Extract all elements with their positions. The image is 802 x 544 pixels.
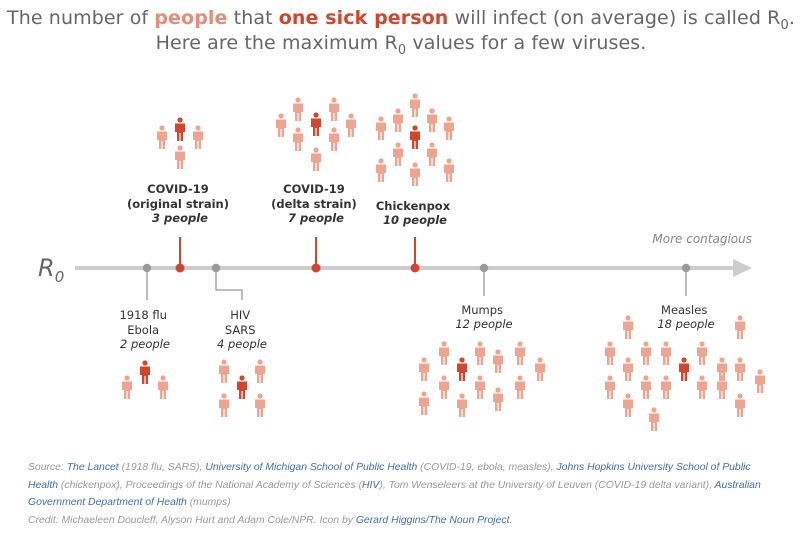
people-icons: [122, 93, 765, 431]
infected-person-icon: [346, 113, 356, 137]
infected-person-icon: [427, 108, 437, 132]
marker-chickenpox: [410, 263, 420, 273]
infected-person-icon: [623, 357, 633, 381]
infected-person-icon: [329, 127, 339, 151]
infected-person-icon: [329, 97, 339, 121]
infected-person-icon: [735, 357, 745, 381]
title-line-1: The number of people that one sick perso…: [7, 7, 795, 33]
infected-person-icon: [475, 341, 485, 365]
axis-label: R0: [38, 254, 64, 286]
r0-diagram: R0 More contagious COVID-19 (original st…: [38, 93, 765, 431]
infected-person-icon: [605, 341, 615, 365]
infected-person-icon: [661, 341, 671, 365]
infected-person-icon: [697, 341, 707, 365]
infected-person-icon: [493, 387, 503, 411]
infected-person-icon: [457, 393, 467, 417]
marker-hiv-sars: [211, 263, 221, 273]
infected-person-icon: [175, 145, 185, 169]
credit-note: Credit: Michaeleen Doucleff, Alyson Hurt…: [28, 515, 513, 526]
infected-person-icon: [717, 357, 727, 381]
label-chickenpox: Chickenpox 10 people: [376, 199, 454, 227]
source-link-lancet[interactable]: The Lancet: [66, 462, 119, 473]
sick-person-icon: [410, 125, 420, 149]
infected-person-icon: [515, 341, 525, 365]
infected-person-icon: [439, 341, 449, 365]
sick-person-icon: [311, 112, 321, 136]
leader-lines: [146, 237, 687, 300]
infected-person-icon: [376, 158, 386, 182]
infected-person-icon: [444, 116, 454, 140]
label-hiv-sars: HIV SARS 4 people: [217, 308, 267, 351]
label-mumps: Mumps 12 people: [455, 303, 512, 331]
axis-arrowhead: [733, 259, 752, 277]
infected-person-icon: [419, 357, 429, 381]
infected-person-icon: [755, 369, 765, 393]
infected-person-icon: [255, 359, 265, 383]
sick-person-icon: [237, 375, 247, 399]
source-link-hiv[interactable]: HIV: [362, 479, 380, 491]
infected-person-icon: [735, 393, 745, 417]
infected-person-icon: [535, 357, 545, 381]
infected-person-icon: [444, 158, 454, 182]
infected-person-icon: [641, 341, 651, 365]
infected-person-icon: [293, 127, 303, 151]
label-flu-ebola: 1918 flu Ebola 2 people: [119, 308, 170, 351]
infected-person-icon: [157, 125, 167, 149]
infected-person-icon: [623, 315, 633, 339]
marker-measles: [681, 263, 691, 273]
infected-person-icon: [311, 147, 321, 171]
infected-person-icon: [219, 359, 229, 383]
axis-markers: [142, 263, 691, 273]
infected-person-icon: [605, 375, 615, 399]
infected-person-icon: [493, 349, 503, 373]
infected-person-icon: [393, 108, 403, 132]
infected-person-icon: [419, 391, 429, 415]
infected-person-icon: [515, 375, 525, 399]
sick-person-icon: [679, 357, 689, 381]
infected-person-icon: [649, 407, 659, 431]
title-people: people: [154, 7, 228, 29]
sick-person-icon: [140, 360, 150, 384]
marker-mumps: [479, 263, 489, 273]
marker-flu-ebola: [142, 263, 152, 273]
infected-person-icon: [219, 393, 229, 417]
infected-person-icon: [439, 375, 449, 399]
infected-person-icon: [276, 113, 286, 137]
infected-person-icon: [697, 375, 707, 399]
infected-person-icon: [427, 142, 437, 166]
infected-person-icon: [158, 375, 168, 399]
infected-person-icon: [410, 93, 420, 117]
infected-person-icon: [475, 375, 485, 399]
label-measles: Measles 18 people: [657, 303, 714, 331]
infected-person-icon: [641, 375, 651, 399]
title-line-2: Here are the maximum R0 values for a few…: [155, 32, 647, 58]
marker-covid-original: [175, 263, 185, 273]
infected-person-icon: [717, 375, 727, 399]
source-link-australia[interactable]: Australian Government Department of Heal…: [28, 479, 761, 509]
infected-person-icon: [410, 162, 420, 186]
infected-person-icon: [255, 393, 265, 417]
source-link-jhu[interactable]: Johns Hopkins University School of Publi…: [28, 462, 751, 491]
infected-person-icon: [293, 97, 303, 121]
infected-person-icon: [735, 315, 745, 339]
label-covid-original: COVID-19 (original strain) 3 people: [127, 182, 233, 225]
infected-person-icon: [393, 142, 403, 166]
infected-person-icon: [122, 375, 132, 399]
credit-link-noun-project[interactable]: Gerard Higgins/The Noun Project: [355, 515, 510, 526]
infected-person-icon: [623, 393, 633, 417]
marker-covid-delta: [311, 263, 321, 273]
label-covid-delta: COVID-19 (delta strain) 7 people: [271, 182, 361, 225]
more-contagious-label: More contagious: [652, 232, 752, 246]
virus-labels: COVID-19 (original strain) 3 people COVI…: [119, 182, 714, 351]
source-link-umich[interactable]: University of Michigan School of Public …: [205, 462, 418, 473]
title-sick-person: one sick person: [278, 7, 449, 29]
sick-person-icon: [175, 117, 185, 141]
source-note: Source: The Lancet (1918 flu, SARS), Uni…: [28, 462, 761, 509]
infected-person-icon: [193, 125, 203, 149]
infected-person-icon: [661, 375, 671, 399]
sick-person-icon: [457, 357, 467, 381]
infected-person-icon: [376, 116, 386, 140]
